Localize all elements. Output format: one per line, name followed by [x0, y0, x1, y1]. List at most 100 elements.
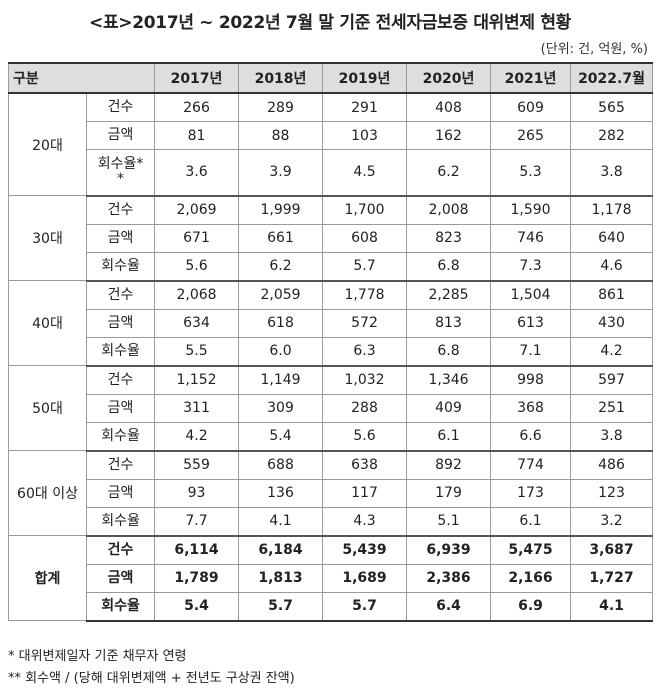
metric-label: 금액	[85, 563, 156, 593]
value-cell: 609	[490, 92, 572, 122]
value-cell: 3.9	[238, 149, 324, 197]
value-cell: 892	[406, 450, 492, 480]
page-title: <표>2017년 ~ 2022년 7월 말 기준 전세자금보증 대위변제 현황	[89, 13, 571, 33]
value-cell: 6.0	[238, 336, 324, 367]
value-cell: 6.8	[406, 336, 492, 367]
value-cell: 998	[490, 365, 572, 395]
table-header-row: 구분 2017년 2018년 2019년 2020년 2021년 2022.7월	[7, 62, 654, 94]
value-cell: 5,439	[322, 535, 408, 565]
value-cell: 266	[154, 92, 240, 122]
metric-label: 건수	[85, 365, 156, 395]
table-row: 금액 671 661 608 823 746 640	[9, 223, 654, 253]
group-label: 50대	[8, 365, 87, 451]
value-cell: 746	[490, 223, 572, 253]
value-cell: 4.3	[322, 506, 408, 537]
value-cell: 823	[406, 223, 492, 253]
value-cell: 559	[154, 450, 240, 480]
value-cell: 6.4	[406, 591, 492, 622]
table-row: 회수율* * 3.6 3.9 4.5 6.2 5.3 3.8	[9, 149, 654, 197]
value-cell: 368	[490, 393, 572, 423]
value-cell: 572	[322, 308, 408, 338]
table-row: 회수율 5.4 5.7 5.7 6.4 6.9 4.1	[9, 591, 654, 622]
value-cell: 774	[490, 450, 572, 480]
value-cell: 1,778	[322, 280, 408, 310]
value-cell: 1,689	[322, 563, 408, 593]
header-cell-2018: 2018년	[238, 62, 324, 94]
value-cell: 813	[406, 308, 492, 338]
group-label: 40대	[8, 280, 87, 366]
metric-label: 금액	[85, 393, 156, 423]
value-cell: 1,152	[154, 365, 240, 395]
value-cell: 671	[154, 223, 240, 253]
value-cell: 289	[238, 92, 324, 122]
metric-label: 건수	[85, 195, 156, 225]
table-row: 금액 634 618 572 813 613 430	[9, 308, 654, 338]
value-cell: 613	[490, 308, 572, 338]
header-cell-2020: 2020년	[406, 62, 492, 94]
value-cell: 4.2	[154, 421, 240, 452]
value-cell: 88	[238, 121, 324, 150]
value-cell: 4.6	[570, 251, 654, 282]
table-row: 50대 건수 1,152 1,149 1,032 1,346 998 597	[8, 365, 654, 451]
value-cell: 103	[322, 121, 408, 150]
value-cell: 7.3	[490, 251, 572, 282]
header-cell-2021: 2021년	[490, 62, 572, 94]
value-cell: 81	[154, 121, 240, 150]
value-cell: 6.2	[406, 149, 492, 197]
value-cell: 638	[322, 450, 408, 480]
value-cell: 123	[570, 478, 654, 508]
value-cell: 634	[154, 308, 240, 338]
table-row: 금액 1,789 1,813 1,689 2,386 2,166 1,727	[9, 563, 654, 593]
value-cell: 430	[570, 308, 654, 338]
value-cell: 162	[406, 121, 492, 150]
value-cell: 6,939	[406, 535, 492, 565]
header-cell-2019: 2019년	[322, 62, 408, 94]
table-row: 합계 건수 6,114 6,184 5,439 6,939 5,475 3,687	[8, 535, 654, 621]
metric-label: 회수율	[85, 251, 156, 282]
metric-label: 건수	[85, 450, 156, 480]
table-body: 20대 건수 266 289 291 408 609 565 금액 81 88 103 162 265 28…	[8, 92, 654, 622]
value-cell: 136	[238, 478, 324, 508]
value-cell: 5.4	[238, 421, 324, 452]
value-cell: 4.2	[570, 336, 654, 367]
table-row: 40대 건수 2,068 2,059 1,778 2,285 1,504 861	[8, 280, 654, 366]
metric-label: 금액	[85, 121, 156, 150]
value-cell: 597	[570, 365, 654, 395]
value-cell: 5,475	[490, 535, 572, 565]
value-cell: 2,059	[238, 280, 324, 310]
value-cell: 661	[238, 223, 324, 253]
value-cell: 1,789	[154, 563, 240, 593]
table-row: 회수율 5.6 6.2 5.7 6.8 7.3 4.6	[9, 251, 654, 282]
value-cell: 1,149	[238, 365, 324, 395]
metric-label: 건수	[85, 280, 156, 310]
value-cell: 3.6	[154, 149, 240, 197]
footnote-2: ** 회수액 / (당해 대위변제액 + 전년도 구상권 잔액)	[8, 671, 295, 686]
value-cell: 1,178	[570, 195, 654, 225]
value-cell: 1,032	[322, 365, 408, 395]
group-label: 30대	[8, 195, 87, 281]
metric-label: 금액	[85, 308, 156, 338]
metric-label: 회수율	[85, 421, 156, 452]
metric-label: 건수	[85, 535, 156, 565]
table-row: 금액 311 309 288 409 368 251	[9, 393, 654, 423]
value-cell: 2,068	[154, 280, 240, 310]
unit-label: (단위: 건, 억원, %)	[540, 42, 648, 57]
table-row: 30대 건수 2,069 1,999 1,700 2,008 1,590 1,178	[8, 195, 654, 281]
value-cell: 5.7	[322, 591, 408, 622]
value-cell: 6.3	[322, 336, 408, 367]
value-cell: 4.1	[570, 591, 654, 622]
value-cell: 1,504	[490, 280, 572, 310]
header-cell-2017: 2017년	[154, 62, 240, 94]
value-cell: 5.1	[406, 506, 492, 537]
value-cell: 2,069	[154, 195, 240, 225]
value-cell: 311	[154, 393, 240, 423]
value-cell: 5.7	[238, 591, 324, 622]
value-cell: 6.2	[238, 251, 324, 282]
value-cell: 5.6	[154, 251, 240, 282]
value-cell: 179	[406, 478, 492, 508]
value-cell: 608	[322, 223, 408, 253]
table-row: 금액 93 136 117 179 173 123	[9, 478, 654, 508]
group-label: 60대 이상	[8, 450, 87, 536]
value-cell: 6.1	[406, 421, 492, 452]
value-cell: 486	[570, 450, 654, 480]
